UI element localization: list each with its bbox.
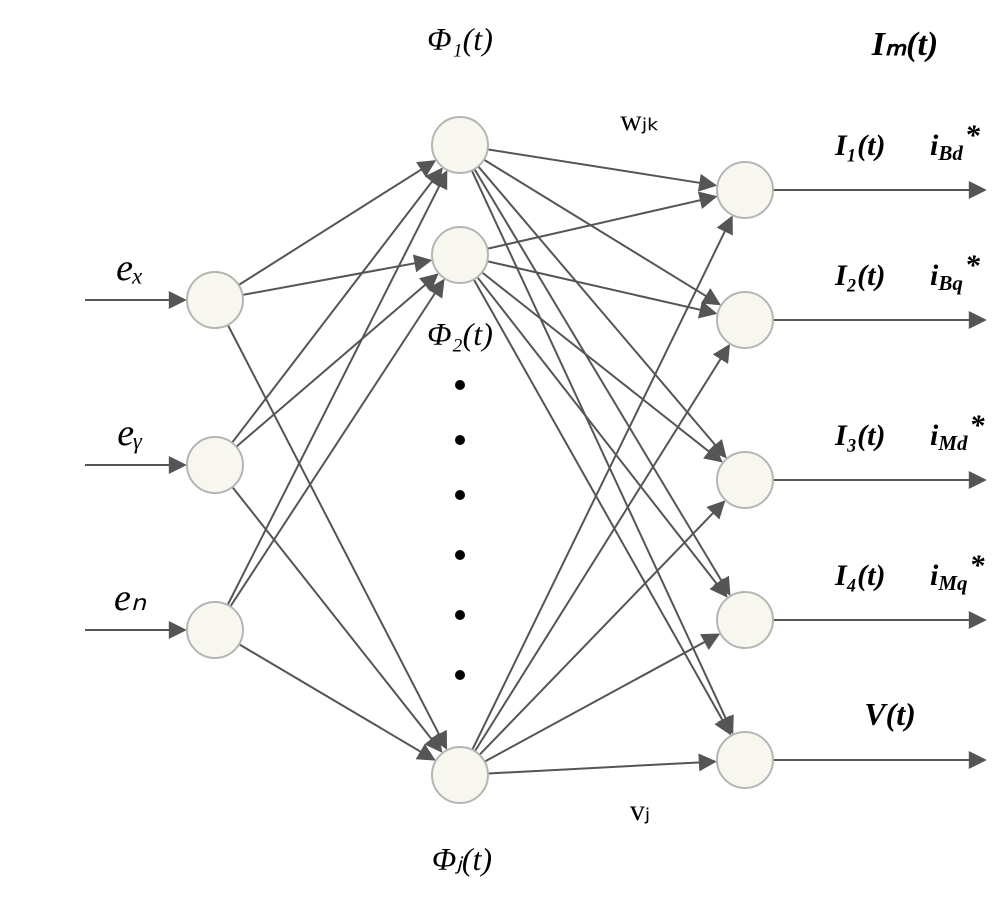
node-h1: [432, 117, 488, 173]
node-o1: [717, 162, 773, 218]
neural-network-diagram: Φ₁(t) Φ₂(t) Φⱼ(t) eₓ eᵧ eₙ wⱼₖ vⱼ Iₘ(t) I₁(t) iBd*…: [0, 0, 1000, 908]
edge-h2-o3: [482, 272, 721, 461]
dot: [455, 670, 465, 680]
node-in_n: [187, 602, 243, 658]
label-wjk: wⱼₖ: [620, 104, 660, 137]
dot: [455, 380, 465, 390]
node-hj: [432, 747, 488, 803]
label-I1: I₁(t): [834, 129, 885, 162]
label-Vt: V(t): [864, 696, 916, 732]
edge-in_n-h2: [230, 280, 443, 606]
edge-in_y-h2: [236, 275, 437, 447]
node-o4: [717, 592, 773, 648]
label-iBq: iBq*: [930, 249, 981, 296]
label-phi1: Φ₁(t): [427, 21, 493, 57]
node-o5: [717, 732, 773, 788]
edge-in_n-hj: [239, 644, 434, 759]
label-ey: eᵧ: [117, 412, 143, 454]
edge-h2-o2: [487, 261, 715, 313]
edge-hj-o5: [488, 762, 715, 774]
labels-layer: Φ₁(t) Φ₂(t) Φⱼ(t) eₓ eᵧ eₙ wⱼₖ vⱼ Iₘ(t) I₁(t) iBd*…: [114, 21, 986, 877]
label-en: eₙ: [114, 577, 147, 619]
edge-in_y-hj: [232, 487, 441, 751]
node-in_x: [187, 272, 243, 328]
dot: [455, 610, 465, 620]
dot: [455, 435, 465, 445]
edge-hj-o1: [472, 217, 732, 750]
label-iMq: iMq*: [930, 549, 986, 596]
node-o3: [717, 452, 773, 508]
label-Im: Iₘ(t): [871, 26, 939, 63]
label-phij: Φⱼ(t): [432, 841, 492, 877]
label-ex: eₓ: [116, 247, 144, 289]
edge-h2-o1: [487, 197, 715, 249]
label-I3: I₃(t): [834, 419, 885, 452]
label-phi2: Φ₂(t): [427, 316, 493, 352]
node-h2: [432, 227, 488, 283]
edge-in_y-h1: [232, 169, 442, 443]
label-iBd: iBd*: [930, 119, 981, 166]
edge-hj-o2: [475, 345, 729, 751]
node-o2: [717, 292, 773, 348]
edge-h1-o1: [488, 149, 716, 185]
edge-hj-o3: [479, 502, 724, 755]
edge-in_x-h1: [239, 161, 435, 285]
ellipsis-dots: [455, 380, 465, 680]
node-in_y: [187, 437, 243, 493]
dot: [455, 550, 465, 560]
label-I4: I₄(t): [834, 559, 885, 592]
edge-h1-o3: [478, 166, 725, 457]
nodes-layer: [187, 117, 773, 803]
dot: [455, 490, 465, 500]
label-I2: I₂(t): [834, 259, 885, 292]
label-iMd: iMd*: [930, 409, 986, 456]
label-vj: vⱼ: [630, 794, 650, 827]
